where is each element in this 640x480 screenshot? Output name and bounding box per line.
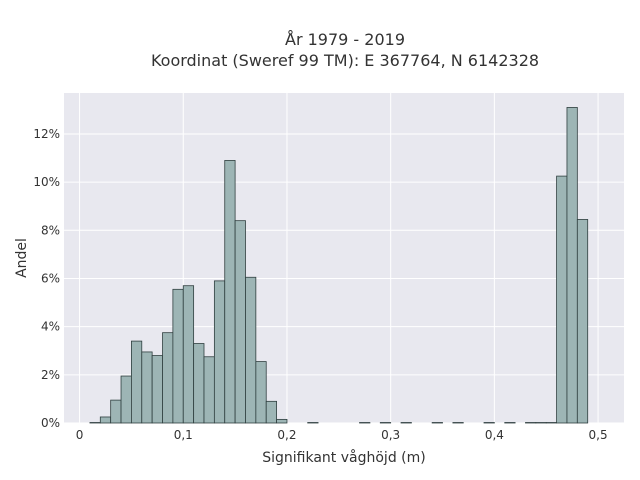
x-axis-label: Signifikant våghöjd (m) bbox=[262, 449, 425, 466]
y-tick-label: 4% bbox=[41, 320, 60, 334]
histogram-bar bbox=[245, 276, 257, 424]
x-tick-label: 0,2 bbox=[277, 428, 296, 442]
y-tick-label: 8% bbox=[41, 223, 60, 237]
y-axis-label: Andel bbox=[14, 238, 30, 278]
histogram-bar bbox=[131, 340, 143, 424]
histogram-bar bbox=[162, 332, 174, 424]
y-tick-label: 0% bbox=[41, 416, 60, 430]
x-tick-label: 0,4 bbox=[485, 428, 504, 442]
histogram-bars bbox=[89, 107, 589, 424]
histogram-bar bbox=[141, 351, 153, 424]
x-tick-label: 0 bbox=[76, 428, 84, 442]
chart-subtitle: Koordinat (Sweref 99 TM): E 367764, N 61… bbox=[151, 51, 539, 70]
histogram-bar bbox=[172, 288, 184, 424]
histogram-bar bbox=[276, 418, 288, 424]
histogram-bar bbox=[576, 219, 589, 424]
histogram-bar bbox=[234, 220, 246, 424]
x-tick-label: 0,3 bbox=[381, 428, 400, 442]
x-tick-label: 0,5 bbox=[589, 428, 608, 442]
x-axis-ticks: 0 0,1 0,2 0,3 0,4 0,5 bbox=[76, 428, 608, 442]
histogram-bar bbox=[151, 355, 163, 424]
histogram-bar bbox=[120, 375, 132, 424]
histogram-bar bbox=[556, 175, 568, 424]
y-tick-label: 10% bbox=[33, 175, 60, 189]
histogram-bar bbox=[224, 160, 236, 424]
y-axis-ticks: 0% 2% 4% 6% 8% 10% 12% bbox=[33, 127, 60, 430]
histogram-bar bbox=[182, 285, 195, 424]
histogram-bar bbox=[566, 107, 578, 424]
histogram-bar bbox=[99, 416, 112, 424]
histogram-bar bbox=[265, 400, 277, 424]
chart-title: År 1979 - 2019 bbox=[285, 30, 405, 49]
histogram-bar bbox=[203, 356, 215, 424]
x-tick-label: 0,1 bbox=[174, 428, 193, 442]
y-tick-label: 12% bbox=[33, 127, 60, 141]
histogram-bar bbox=[255, 361, 267, 424]
y-tick-label: 2% bbox=[41, 368, 60, 382]
histogram-bar bbox=[213, 280, 226, 424]
histogram-bar bbox=[193, 343, 205, 424]
y-tick-label: 6% bbox=[41, 271, 60, 285]
histogram-bar bbox=[110, 399, 122, 424]
